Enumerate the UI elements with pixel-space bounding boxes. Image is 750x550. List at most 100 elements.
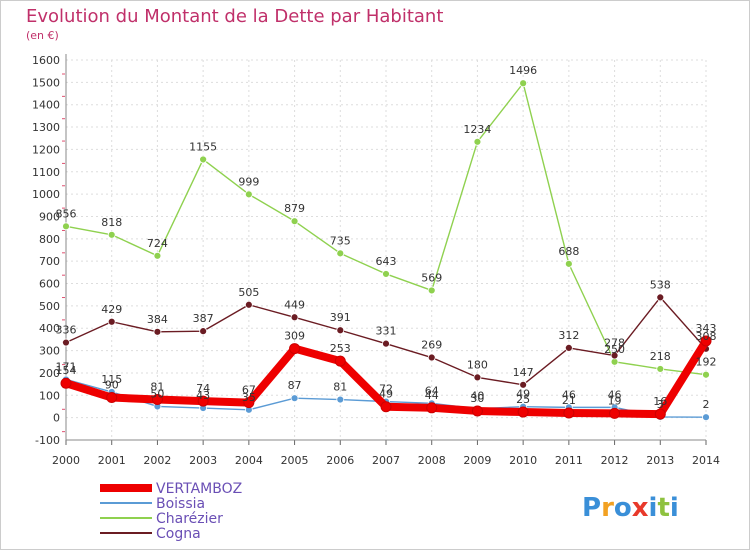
y-tick-label-2: 100 <box>39 389 60 402</box>
x-tick-label-4: 2004 <box>235 454 263 467</box>
point-vertamboz-2010 <box>517 406 529 418</box>
data-label-boissia-2008: 64 <box>425 384 439 397</box>
legend-label-charezier: Charézier <box>156 511 223 527</box>
point-boissia-2006 <box>336 395 345 404</box>
point-vertamboz-2012 <box>609 407 621 419</box>
x-tick-label-0: 2000 <box>52 454 80 467</box>
point-cogna-2005 <box>290 313 299 322</box>
x-tick-label-3: 2003 <box>189 454 217 467</box>
point-vertamboz-2000 <box>60 377 72 389</box>
data-label-vertamboz-2006: 253 <box>330 342 351 355</box>
data-label-cogna-2002: 384 <box>147 313 168 326</box>
data-label-cogna-2014: 308 <box>696 330 717 343</box>
data-label-boissia-2004: 35 <box>242 391 256 404</box>
series-cogna <box>62 293 710 389</box>
point-vertamboz-2004 <box>243 397 255 409</box>
point-boissia-2005 <box>290 394 299 403</box>
y-tick-label-9: 800 <box>39 233 60 246</box>
data-label-charezier-2009: 1234 <box>463 123 491 136</box>
legend-label-boissia: Boissia <box>156 496 205 512</box>
point-cogna-2006 <box>336 326 345 335</box>
point-vertamboz-2001 <box>106 392 118 404</box>
y-tick-label-1: 0 <box>53 412 60 425</box>
point-charezier-2004 <box>244 190 253 199</box>
point-vertamboz-2002 <box>151 394 163 406</box>
point-boissia-2014 <box>702 413 710 422</box>
data-label-boissia-2006: 81 <box>333 381 347 394</box>
data-labels: 171 115 50 43 35 87 81 72 64 40 49 46 46 3 2 856 818 724 1… <box>56 64 717 411</box>
x-tick-label-12: 2012 <box>601 454 629 467</box>
point-cogna-2012 <box>610 351 619 360</box>
data-label-charezier-2010: 1496 <box>509 64 537 77</box>
data-label-cogna-2001: 429 <box>101 303 122 316</box>
series-vertamboz <box>60 335 712 420</box>
point-cogna-2013 <box>656 293 665 302</box>
point-vertamboz-2011 <box>563 407 575 419</box>
data-label-cogna-2009: 180 <box>467 358 488 371</box>
point-charezier-2001 <box>107 230 116 239</box>
data-label-vertamboz-2007: 49 <box>379 388 393 401</box>
point-charezier-2007 <box>382 270 390 278</box>
data-label-cogna-2006: 391 <box>330 311 351 324</box>
point-vertamboz-2003 <box>197 395 209 407</box>
data-label-vertamboz-2003: 74 <box>196 382 210 395</box>
point-charezier-2002 <box>153 251 162 260</box>
data-label-vertamboz-2010: 25 <box>516 393 530 406</box>
data-label-vertamboz-2014: 343 <box>696 322 717 335</box>
data-label-vertamboz-2012: 19 <box>608 394 622 407</box>
x-tick-label-6: 2006 <box>326 454 354 467</box>
data-label-cogna-2004: 505 <box>238 286 259 299</box>
logo-letter-6: i <box>670 493 679 523</box>
point-cogna-2000 <box>62 338 70 347</box>
x-tick-label-13: 2013 <box>646 454 674 467</box>
point-vertamboz-2005 <box>289 343 301 355</box>
data-label-charezier-2000: 856 <box>56 207 77 220</box>
y-tick-label-5: 400 <box>39 322 60 335</box>
data-label-boissia-2001: 115 <box>101 373 122 386</box>
x-tick-label-10: 2010 <box>509 454 537 467</box>
data-label-charezier-2001: 818 <box>101 216 122 229</box>
y-tick-label-0: -100 <box>35 434 60 447</box>
data-label-vertamboz-2013: 16 <box>653 395 667 408</box>
x-tick-label-8: 2008 <box>418 454 446 467</box>
point-vertamboz-2014 <box>700 335 712 347</box>
y-tick-label-10: 900 <box>39 210 60 223</box>
logo-letter-3: x <box>632 493 649 523</box>
point-charezier-2011 <box>564 259 573 268</box>
data-label-boissia-2000: 171 <box>56 360 77 373</box>
data-label-charezier-2005: 879 <box>284 202 305 215</box>
logo-letter-2: o <box>614 493 632 523</box>
point-charezier-2005 <box>290 217 299 226</box>
data-label-charezier-2004: 999 <box>238 175 259 188</box>
data-label-cogna-2012: 278 <box>604 337 625 350</box>
logo-letter-5: t <box>657 493 669 523</box>
data-label-vertamboz-2004: 67 <box>242 384 256 397</box>
point-cogna-2008 <box>427 353 436 362</box>
point-cogna-2004 <box>244 300 253 309</box>
data-label-boissia-2011: 46 <box>562 388 576 401</box>
data-label-vertamboz-2008: 44 <box>425 389 439 402</box>
chart-title: Evolution du Montant de la Dette par Hab… <box>26 6 443 27</box>
data-label-cogna-2010: 147 <box>513 366 534 379</box>
point-charezier-2013 <box>656 365 665 373</box>
logo-letter-1: r <box>601 493 614 523</box>
point-charezier-2009 <box>473 137 482 146</box>
point-cogna-2011 <box>564 344 573 352</box>
point-cogna-2003 <box>199 327 208 336</box>
series-lines <box>60 79 712 422</box>
data-label-boissia-2009: 40 <box>470 390 484 403</box>
data-label-cogna-2000: 336 <box>56 324 77 337</box>
data-label-boissia-2007: 72 <box>379 383 393 396</box>
data-label-charezier-2008: 569 <box>421 271 442 284</box>
logo-letter-4: i <box>649 493 658 523</box>
y-tick-label-12: 1100 <box>32 166 60 179</box>
point-charezier-2008 <box>427 286 436 295</box>
point-vertamboz-2007 <box>380 401 392 413</box>
point-cogna-2009 <box>473 373 482 382</box>
data-label-cogna-2008: 269 <box>421 339 442 352</box>
x-tick-label-5: 2005 <box>281 454 309 467</box>
axes: -100 0 100 200 300 400 500 600 700 800 900 1000 1100… <box>32 54 720 467</box>
data-label-boissia-2010: 49 <box>516 388 530 401</box>
